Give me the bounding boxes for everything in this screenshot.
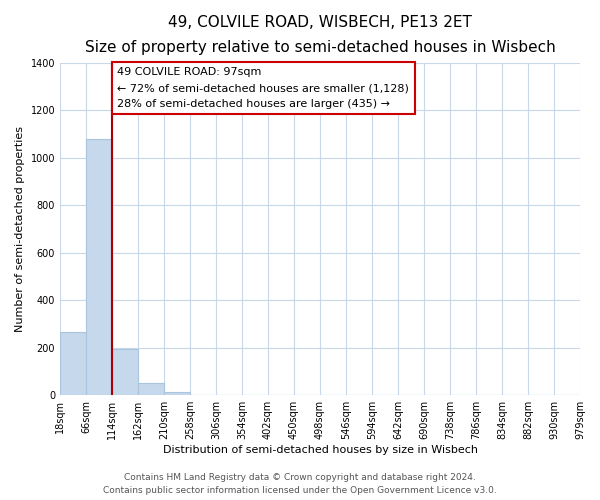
Bar: [138, 384, 164, 395]
X-axis label: Distribution of semi-detached houses by size in Wisbech: Distribution of semi-detached houses by …: [163, 445, 478, 455]
Title: 49, COLVILE ROAD, WISBECH, PE13 2ET
Size of property relative to semi-detached h: 49, COLVILE ROAD, WISBECH, PE13 2ET Size…: [85, 15, 556, 54]
Text: Contains HM Land Registry data © Crown copyright and database right 2024.
Contai: Contains HM Land Registry data © Crown c…: [103, 474, 497, 495]
Y-axis label: Number of semi-detached properties: Number of semi-detached properties: [15, 126, 25, 332]
Text: 49 COLVILE ROAD: 97sqm
← 72% of semi-detached houses are smaller (1,128)
28% of : 49 COLVILE ROAD: 97sqm ← 72% of semi-det…: [117, 68, 409, 108]
Bar: [164, 392, 190, 395]
Bar: [60, 332, 86, 395]
Bar: [112, 349, 138, 395]
Bar: [86, 138, 112, 395]
